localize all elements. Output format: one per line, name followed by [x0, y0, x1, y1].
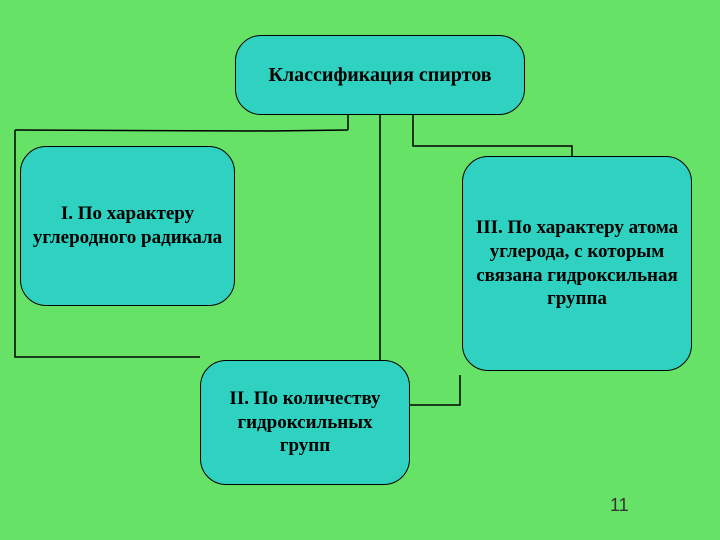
- node-1: I. По характеру углеродного радикала: [20, 146, 235, 306]
- page-number-text: 11: [610, 495, 629, 515]
- node-3-label: III. По характеру атома углерода, с кото…: [473, 216, 681, 311]
- root-node: Классификация спиртов: [235, 35, 525, 115]
- node-1-label: I. По характеру углеродного радикала: [31, 202, 224, 250]
- root-node-label: Классификация спиртов: [268, 63, 491, 88]
- node-2-label: II. По количеству гидроксильных групп: [211, 387, 399, 458]
- node-2: II. По количеству гидроксильных групп: [200, 360, 410, 485]
- page-number: 11: [610, 495, 629, 516]
- node-3: III. По характеру атома углерода, с кото…: [462, 156, 692, 371]
